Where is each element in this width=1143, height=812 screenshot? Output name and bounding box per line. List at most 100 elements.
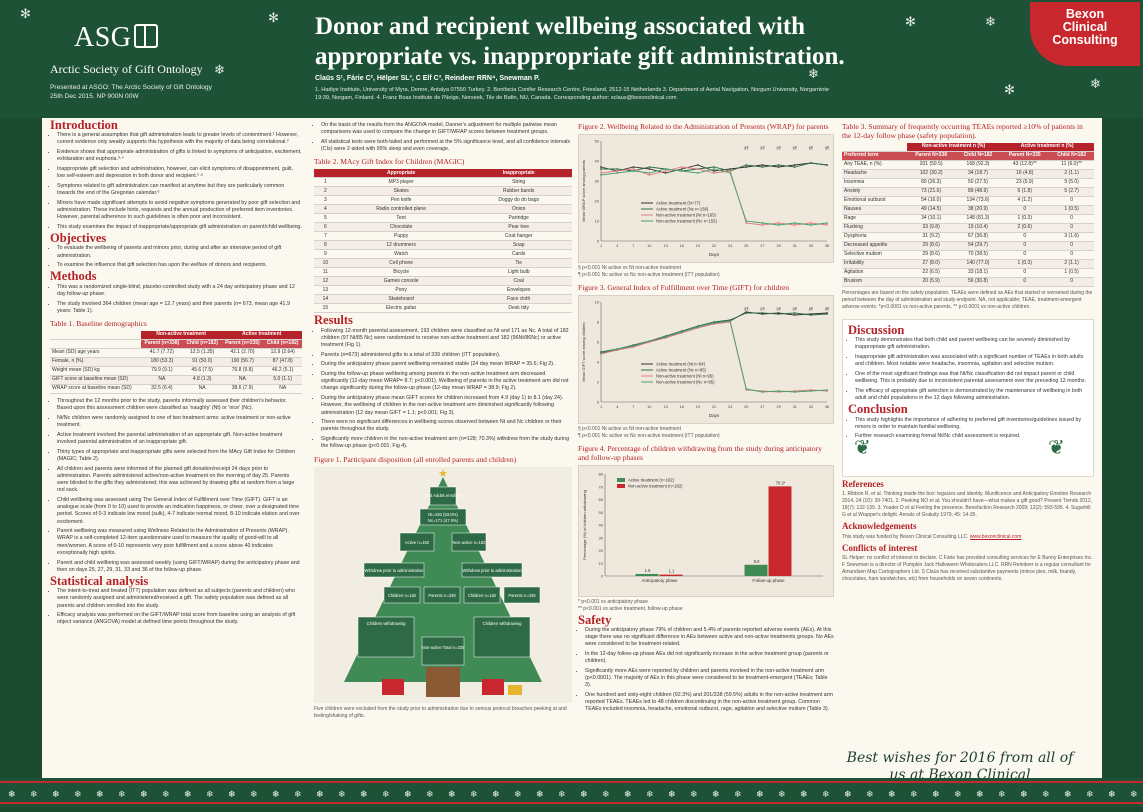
table-cell: 14 bbox=[314, 294, 337, 305]
data-point bbox=[648, 166, 651, 168]
results-list: Following 12-month parental assessment, … bbox=[314, 328, 572, 451]
objectives-list: To evaluate the wellbeing of parents and… bbox=[50, 245, 302, 269]
data-point bbox=[809, 390, 812, 393]
table-row: 3 Pen knife Doggy do do bags bbox=[314, 195, 572, 206]
snowflake-icon: ❄ bbox=[404, 789, 412, 799]
y-tick-label: 4 bbox=[597, 360, 600, 365]
table-row: 14 Skateboard Face cloth bbox=[314, 294, 572, 305]
wrap-line-chart: 0 10 20 30 40 50 1 4 7 10 13 16 19 22 24 25 27 29 31 33 36 Da… bbox=[581, 139, 829, 258]
list-item: Nt/Nc children were randomly assigned to… bbox=[57, 415, 302, 429]
legend-swatch bbox=[617, 484, 625, 489]
snowflake-icon: ❄ bbox=[690, 789, 698, 799]
data-point bbox=[761, 222, 764, 224]
data-point bbox=[680, 166, 683, 168]
data-point bbox=[729, 168, 732, 170]
table-cell: Puppy bbox=[336, 231, 466, 242]
table-cell: 0 bbox=[1049, 196, 1094, 206]
bar bbox=[659, 575, 683, 577]
fig3-caption: Figure 3. General Index of Fulfillment o… bbox=[578, 283, 790, 293]
data-point bbox=[600, 352, 602, 355]
list-item: This study examines the impact of inappr… bbox=[57, 224, 302, 231]
table-row: 10 Cell phone Tie bbox=[314, 258, 572, 269]
data-point bbox=[809, 222, 812, 224]
data-point bbox=[793, 224, 796, 226]
table-cell: 0 bbox=[1000, 268, 1050, 278]
data-point bbox=[777, 166, 780, 168]
table-row: 1 MP3 player String bbox=[314, 177, 572, 188]
snowflake-icon: ❄ bbox=[998, 789, 1006, 799]
poster-header: ASG Arctic Society of Gift Ontology Pres… bbox=[0, 0, 1143, 118]
snowflake-icon: ❄ bbox=[184, 789, 192, 799]
data-point bbox=[713, 172, 715, 174]
table-cell: 4.8 (1.3) bbox=[182, 375, 222, 385]
table2-caption: Table 2. MAcy Gift Index for Children (M… bbox=[314, 157, 465, 167]
bexon-link[interactable]: www.bexonclinical.com bbox=[969, 533, 1022, 540]
snowflake-icon: ❄ bbox=[932, 789, 940, 799]
table-body: 1 MP3 player String 2 Skates Rubber bands 3 Pen… bbox=[314, 177, 572, 314]
footer-band: ❄ ❄ ❄ ❄ ❄ ❄ ❄ ❄ ❄ ❄ ❄ ❄ ❄ ❄ ❄ ❄ ❄ ❄ ❄ ❄ ❄ ❄ ❄ ❄ ❄ ❄ ❄ ❄ ❄ ❄ ❄ ❄ ❄ ❄ ❄ ❄ ❄ ❄ ❄ ❄… bbox=[0, 778, 1143, 807]
data-point bbox=[713, 170, 715, 172]
safety-heading: Safety bbox=[578, 612, 612, 627]
fig3-footnote-2: ¶ p<0.001 Nc active vs Nc non-active tre… bbox=[578, 433, 720, 440]
fig4-caption: Figure 4. Percentage of children withdra… bbox=[578, 444, 822, 463]
x-tick-label: 29 bbox=[776, 405, 780, 409]
snowflake-icon: ✻ bbox=[268, 10, 279, 25]
table-cell: Dysphoria bbox=[842, 232, 907, 242]
discussion-box: Discussion This study demonstrates that … bbox=[842, 319, 1094, 478]
legend-entry: Active treatment (N=77) bbox=[656, 201, 701, 206]
table-cell: Nausea bbox=[842, 205, 907, 215]
data-point bbox=[696, 172, 699, 174]
snowflake-icon: ❄ bbox=[536, 789, 544, 799]
data-point bbox=[809, 224, 812, 226]
flow-box: Nt=193 (53.0%) bbox=[428, 512, 458, 517]
snowflake-icon: ❄ bbox=[1130, 789, 1138, 799]
holly-icon: ❦ bbox=[854, 437, 871, 460]
table-cell: 0 bbox=[1049, 223, 1094, 233]
objectives-heading: Objectives bbox=[50, 231, 107, 246]
table-cell: String bbox=[465, 177, 572, 188]
table-cell: 12 bbox=[314, 276, 337, 287]
table-cell: 11 bbox=[314, 267, 337, 278]
legend-entry: Non-active treatment (n=182) bbox=[628, 484, 683, 489]
snowflake-icon: ❄ bbox=[1020, 789, 1028, 799]
snowflake-icon: ✻ bbox=[905, 14, 916, 29]
snowflake-icon: ❄ bbox=[294, 789, 302, 799]
table-cell: 1 (0.3) bbox=[1000, 214, 1050, 224]
column-4: Table 3. Summary of frequently occurring… bbox=[842, 118, 1094, 585]
data-point bbox=[729, 170, 732, 172]
bar bbox=[768, 486, 792, 577]
table-cell: 5 (2.7) bbox=[1049, 187, 1094, 197]
table-cell: Emotional outburst bbox=[842, 196, 907, 206]
data-point bbox=[648, 168, 651, 170]
data-label: 8.8 bbox=[754, 559, 760, 564]
snowflake-icon: ❄ bbox=[382, 789, 390, 799]
data-point bbox=[616, 348, 619, 351]
table-cell: Decreased appetite bbox=[842, 241, 907, 251]
methods-list-2: Throughout the 12 months prior to the st… bbox=[50, 398, 302, 574]
fig1-caption: Figure 1. Participant disposition (all e… bbox=[314, 454, 517, 464]
list-item: Throughout the 12 months prior to the st… bbox=[57, 398, 302, 412]
y-tick-label: 20 bbox=[599, 548, 604, 553]
ack-text: This study was funded by Bexon Clinical … bbox=[842, 533, 1022, 540]
org-name: Arctic Society of Gift Ontology bbox=[50, 62, 203, 76]
table-cell: Cell phone bbox=[336, 258, 466, 269]
references-text: 1. Ribbon R, et al. Thinking inside the … bbox=[842, 491, 1093, 519]
y-tick-label: 0 bbox=[597, 400, 600, 405]
flow-box: Parents n=335 bbox=[508, 593, 536, 598]
table-row: Nausea 49 (14.5) 38 (20.9) 0 1 (0.5) bbox=[842, 205, 1094, 215]
x-tick-label: Anticipatory phase bbox=[641, 578, 678, 583]
wrap-chart: 0 10 20 30 40 50 1 4 7 10 13 16 19 22 24 25 27 29 31 33 36 Da… bbox=[578, 134, 834, 264]
table-cell: 0 bbox=[1049, 214, 1094, 224]
table-cell: 0 bbox=[1000, 241, 1050, 251]
y-tick-label: 10 bbox=[595, 219, 600, 224]
snowflake-icon: ❄ bbox=[74, 789, 82, 799]
table-cell: NA bbox=[221, 375, 264, 385]
data-point bbox=[664, 172, 667, 174]
significance-mark: §¶ bbox=[793, 145, 797, 150]
list-item: This study highlights the importance of … bbox=[855, 417, 1088, 431]
data-point bbox=[696, 164, 699, 166]
list-item: Further research examining formal Nt/Nc … bbox=[855, 433, 1088, 440]
flow-box: Non-active n=182 bbox=[453, 540, 487, 545]
poster-body: Introduction There is a general assumpti… bbox=[42, 118, 1102, 778]
x-tick-label: 16 bbox=[680, 405, 684, 409]
